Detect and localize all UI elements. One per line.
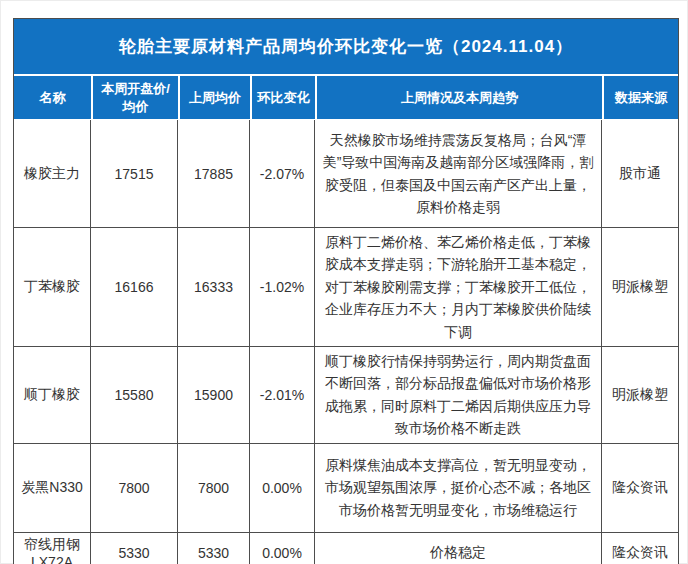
table-row: 帘线用钢 LX72A 5330 5330 0.00% 价格稳定 隆众资讯 [14,533,678,564]
cell-remark: 价格稳定 [315,533,602,564]
cell-open-price: 17515 [91,120,178,228]
cell-open-price: 15580 [91,347,178,444]
cell-remark: 顺丁橡胶行情保持弱势运行，周内期货盘面不断回落，部分标品报盘偏低对市场价格形成拖… [315,347,602,444]
cell-material-name: 炭黑N330 [14,444,91,533]
cell-change: 0.00% [250,533,315,564]
cell-change: -2.07% [250,120,315,228]
cell-source: 明派橡塑 [602,228,678,347]
price-table: 轮胎主要原材料产品周均价环比变化一览（2024.11.04） 名称 本周开盘价/… [13,18,679,564]
cell-source: 隆众资讯 [602,444,678,533]
table-row: 橡胶主力 17515 17885 -2.07% 天然橡胶市场维持震荡反复格局；台… [14,120,678,228]
col-header-change: 环比变化 [250,76,315,120]
col-header-trend: 上周情况及本周趋势 [315,76,602,120]
title-row: 轮胎主要原材料产品周均价环比变化一览（2024.11.04） [14,19,678,76]
page: 轮胎主要原材料产品周均价环比变化一览（2024.11.04） 名称 本周开盘价/… [0,0,688,564]
col-header-source: 数据来源 [602,76,678,120]
col-header-name: 名称 [14,76,91,120]
cell-open-price: 5330 [91,533,178,564]
col-header-last-week-price: 上周均价 [178,76,250,120]
table-row: 丁苯橡胶 16166 16333 -1.02% 原料丁二烯价格、苯乙烯价格走低，… [14,228,678,347]
table-title: 轮胎主要原材料产品周均价环比变化一览（2024.11.04） [14,19,678,76]
header-row: 名称 本周开盘价/均价 上周均价 环比变化 上周情况及本周趋势 数据来源 [14,76,678,120]
cell-last-week-price: 17885 [178,120,250,228]
col-header-open-price: 本周开盘价/均价 [91,76,178,120]
cell-source: 隆众资讯 [602,533,678,564]
cell-material-name: 橡胶主力 [14,120,91,228]
cell-remark: 原料丁二烯价格、苯乙烯价格走低，丁苯橡胶成本支撑走弱；下游轮胎开工基本稳定，对丁… [315,228,602,347]
cell-open-price: 7800 [91,444,178,533]
table-row: 炭黑N330 7800 7800 0.00% 原料煤焦油成本支撑高位，暂无明显变… [14,444,678,533]
cell-source: 股市通 [602,120,678,228]
cell-open-price: 16166 [91,228,178,347]
cell-last-week-price: 7800 [178,444,250,533]
cell-change: -1.02% [250,228,315,347]
cell-change: -2.01% [250,347,315,444]
cell-material-name: 帘线用钢 LX72A [14,533,91,564]
cell-source: 明派橡塑 [602,347,678,444]
cell-change: 0.00% [250,444,315,533]
cell-last-week-price: 15900 [178,347,250,444]
cell-material-name: 丁苯橡胶 [14,228,91,347]
table-row: 顺丁橡胶 15580 15900 -2.01% 顺丁橡胶行情保持弱势运行，周内期… [14,347,678,444]
cell-remark: 原料煤焦油成本支撑高位，暂无明显变动，市场观望氛围浓厚，挺价心态不减；各地区市场… [315,444,602,533]
cell-last-week-price: 16333 [178,228,250,347]
cell-remark: 天然橡胶市场维持震荡反复格局；台风“潭美”导致中国海南及越南部分区域强降雨，割胶… [315,120,602,228]
cell-last-week-price: 5330 [178,533,250,564]
cell-material-name: 顺丁橡胶 [14,347,91,444]
